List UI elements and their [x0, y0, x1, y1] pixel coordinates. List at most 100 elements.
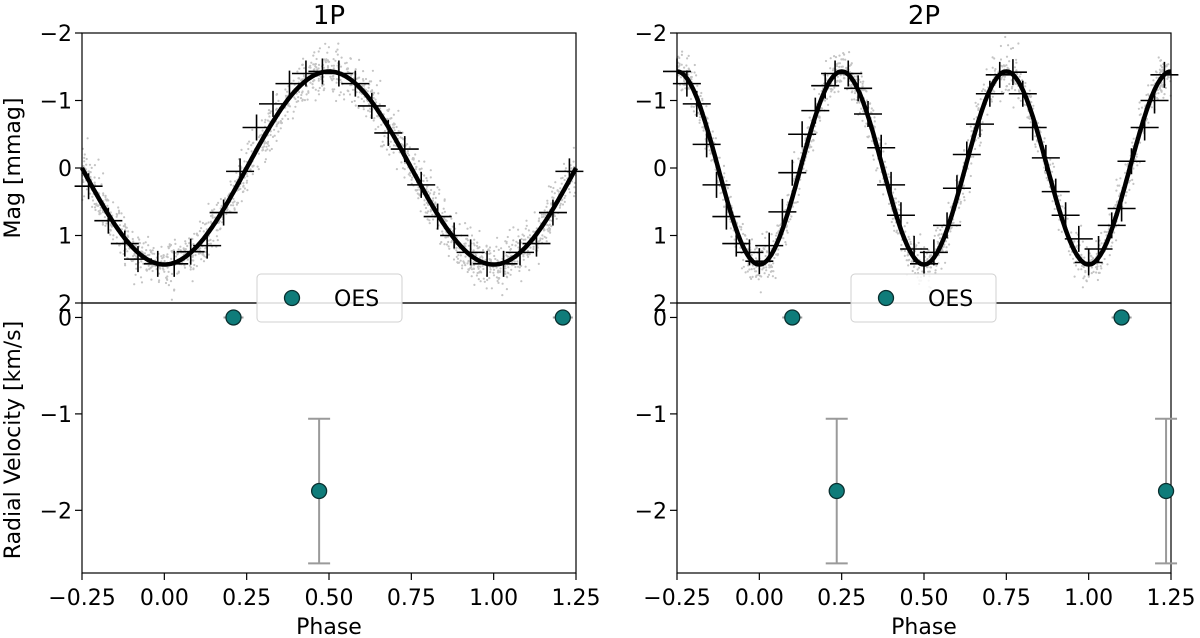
photometry-point	[1157, 92, 1160, 95]
photometry-point	[144, 241, 147, 244]
photometry-point	[464, 255, 467, 258]
photometry-point	[161, 257, 164, 260]
photometry-point	[1057, 228, 1060, 231]
photometry-point	[420, 167, 423, 170]
photometry-point	[1095, 240, 1098, 243]
photometry-point	[482, 277, 485, 280]
photometry-point	[497, 277, 500, 280]
photometry-point	[216, 239, 219, 242]
photometry-point	[389, 140, 392, 143]
photometry-point	[433, 191, 436, 194]
photometry-point	[770, 233, 773, 236]
photometry-point	[753, 267, 756, 270]
photometry-point	[179, 249, 182, 252]
photometry-point	[188, 237, 191, 240]
photometry-point	[911, 269, 914, 273]
photometry-point	[1067, 250, 1070, 253]
photometry-point	[423, 174, 426, 177]
photometry-point	[743, 233, 747, 237]
photometry-point	[445, 243, 449, 246]
photometry-point	[757, 278, 760, 281]
photometry-point	[1113, 231, 1116, 234]
photometry-point	[885, 166, 888, 169]
photometry-point	[1095, 271, 1098, 274]
photometry-point	[457, 254, 460, 257]
photometry-point	[240, 200, 243, 203]
photometry-point	[340, 56, 343, 59]
photometry-point	[840, 58, 843, 61]
photometry-point	[201, 252, 205, 255]
photometry-point	[264, 118, 267, 121]
photometry-point	[198, 230, 201, 233]
photometry-point	[261, 148, 265, 151]
photometry-point	[1051, 162, 1054, 165]
photometry-point	[132, 240, 135, 243]
photometry-point	[554, 181, 557, 184]
photometry-point	[777, 224, 780, 227]
photometry-point	[209, 238, 212, 241]
photometry-point	[104, 194, 107, 197]
photometry-point	[793, 201, 796, 204]
photometry-point	[286, 110, 289, 113]
photometry-point	[818, 116, 821, 119]
photometry-point	[429, 192, 432, 195]
photometry-point	[807, 150, 810, 153]
photometry-point	[362, 79, 365, 82]
photometry-point	[324, 42, 327, 45]
photometry-point	[93, 176, 96, 179]
photometry-point	[277, 130, 280, 133]
photometry-point	[1090, 258, 1093, 261]
photometry-point	[1156, 98, 1159, 101]
photometry-point	[504, 251, 507, 254]
photometry-point	[551, 190, 554, 193]
photometry-point	[789, 218, 792, 221]
photometry-point	[140, 260, 143, 263]
photometry-point	[510, 268, 513, 271]
photometry-point	[1090, 255, 1093, 258]
photometry-point	[910, 260, 913, 263]
photometry-point	[1000, 76, 1003, 79]
photometry-point	[326, 65, 330, 68]
photometry-point	[88, 171, 91, 174]
photometry-point	[747, 248, 750, 251]
photometry-point	[680, 53, 684, 57]
photometry-point	[269, 133, 272, 137]
photometry-point	[559, 187, 562, 190]
photometry-point	[172, 249, 175, 252]
photometry-point	[242, 182, 245, 185]
photometry-point	[1158, 68, 1161, 71]
photometry-point	[848, 51, 851, 54]
photometry-point	[331, 88, 334, 91]
photometry-point	[564, 174, 567, 177]
photometry-point	[152, 246, 155, 250]
photometry-point	[231, 201, 235, 204]
photometry-point	[543, 209, 546, 212]
photometry-point	[1053, 207, 1056, 211]
photometry-point	[1132, 167, 1135, 170]
photometry-point	[907, 259, 910, 262]
photometry-point	[514, 244, 517, 247]
photometry-point	[1136, 164, 1139, 167]
photometry-point	[725, 179, 728, 183]
photometry-point	[1013, 81, 1016, 84]
photometry-point	[438, 188, 441, 191]
photometry-point	[701, 97, 704, 100]
photometry-point	[520, 280, 523, 283]
photometry-point	[808, 146, 811, 149]
photometry-point	[335, 99, 338, 103]
photometry-point	[1124, 194, 1128, 197]
photometry-point	[174, 242, 177, 245]
binned-points	[74, 58, 584, 277]
photometry-point	[83, 195, 86, 198]
photometry-point	[929, 266, 932, 269]
ytick-label: 1	[58, 225, 72, 250]
photometry-point	[1001, 65, 1004, 68]
photometry-point	[867, 136, 870, 139]
photometry-point	[233, 208, 236, 211]
photometry-point	[894, 188, 897, 191]
photometry-point	[388, 153, 391, 156]
photometry-point	[465, 237, 468, 240]
photometry-point	[522, 253, 525, 256]
photometry-point	[91, 195, 94, 198]
photometry-point	[763, 272, 766, 275]
